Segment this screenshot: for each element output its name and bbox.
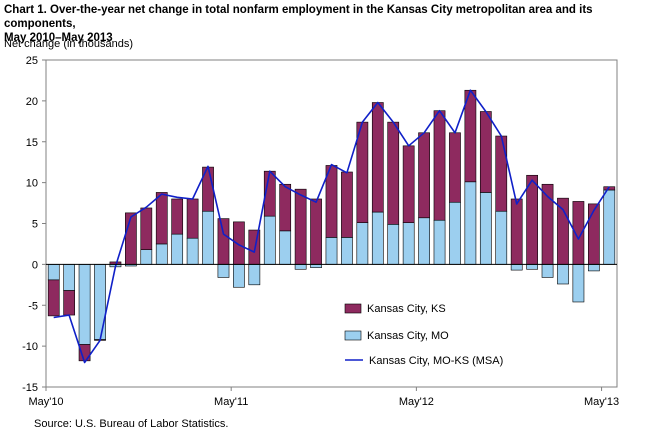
chart-title-line-1: Chart 1. Over-the-year net change in tot…: [4, 4, 593, 30]
bar-ks-23: [402, 145, 415, 223]
bar-mo-31: [526, 264, 538, 270]
bar-ks-22: [387, 121, 400, 225]
bar-ks-30: [510, 198, 523, 265]
axes-layer: 25 20 15 10 5 0 -5 -10 -15 May'10 May'11 May'12 May'…: [22, 55, 619, 408]
bar-ks-27: [464, 89, 477, 183]
y-axis-label: Net change (in thousands): [4, 38, 134, 50]
x-tick-label-12: May'11: [214, 396, 248, 408]
bar-mo-9: [186, 237, 199, 265]
bar-mo-1: [63, 264, 76, 291]
bar-ks-31: [526, 174, 538, 265]
bar-mo-24: [418, 217, 430, 265]
y-tick-label-20: 20: [26, 96, 38, 108]
bar-mo-26: [449, 201, 461, 265]
x-tick-label-0: May'10: [28, 396, 63, 408]
bar-ks-33: [557, 197, 569, 265]
bar-mo-20: [356, 222, 369, 265]
bar-mo-15: [279, 230, 292, 265]
source-note: Source: U.S. Bureau of Labor Statistics.: [34, 418, 229, 430]
y-tick-label-5: 5: [32, 219, 38, 231]
bar-mo-28: [479, 192, 492, 265]
bar-mo-27: [464, 181, 477, 265]
bar-mo-0: [47, 264, 60, 281]
bar-mo-11: [217, 264, 230, 278]
bar-ks-16: [294, 188, 307, 265]
chart-title: Chart 1. Over-the-year net change in tot…: [4, 3, 644, 45]
bar-mo-13: [248, 264, 261, 286]
legend-swatch-mo: [344, 330, 362, 341]
bar-mo-35: [587, 264, 600, 272]
bar-ks-29: [495, 135, 508, 212]
bar-ks-11: [217, 218, 230, 265]
bar-mo-32: [541, 264, 554, 278]
bar-ks-35: [587, 203, 600, 265]
legend: Kansas City, KS Kansas City, MO Kansas Cit…: [344, 303, 503, 367]
bar-ks-15: [279, 183, 292, 232]
legend-label-ks: Kansas City, KS: [367, 303, 446, 315]
bar-mo-34: [572, 264, 585, 303]
x-tick-label-24: May'12: [399, 396, 434, 408]
bar-mo-7: [155, 243, 168, 265]
bar-ks-5: [125, 212, 137, 265]
y-tick-label--5: -5: [28, 300, 38, 312]
bar-mo-6: [140, 249, 153, 265]
bar-ks-26: [449, 132, 461, 203]
bar-ks-24: [418, 132, 430, 219]
y-tick-label-0: 0: [32, 259, 38, 271]
bar-mo-18: [325, 237, 338, 265]
bar-ks-28: [479, 111, 492, 193]
bar-mo-22: [387, 224, 400, 265]
chart-title-line-2: May 2010–May 2013: [4, 32, 113, 44]
bar-ks-0: [47, 279, 60, 317]
bar-ks-9: [186, 198, 199, 239]
bar-mo-14: [263, 215, 276, 265]
bar-ks-18: [325, 165, 338, 238]
bar-mo-8: [171, 233, 184, 265]
bar-ks-17: [310, 198, 322, 265]
x-tick-label-36: May'13: [584, 396, 619, 408]
bar-ks-12: [233, 221, 245, 265]
y-tick-label--15: -15: [22, 382, 38, 394]
bar-mo-12: [233, 264, 245, 288]
bar-mo-23: [402, 222, 415, 265]
bar-ks-19: [341, 171, 353, 238]
bar-mo-25: [433, 219, 446, 265]
bar-ks-8: [171, 198, 184, 235]
bar-mo-30: [510, 264, 523, 271]
bar-mo-19: [341, 237, 353, 265]
legend-swatch-ks: [344, 303, 362, 314]
bar-ks-1: [63, 290, 76, 316]
bar-mo-16: [294, 264, 307, 270]
bar-mo-33: [557, 264, 569, 285]
bar-mo-29: [495, 210, 508, 265]
msa-line: [53, 89, 610, 364]
msa-line-layer: [53, 89, 610, 364]
bar-ks-6: [140, 207, 153, 250]
bar-ks-21: [371, 102, 384, 213]
legend-label-mo: Kansas City, MO: [367, 330, 449, 342]
y-tick-label-15: 15: [26, 137, 38, 149]
y-tick-label--10: -10: [22, 341, 38, 353]
bars-layer: [47, 89, 616, 362]
bar-mo-3: [94, 264, 106, 340]
bar-mo-21: [371, 211, 384, 265]
bar-ks-7: [155, 192, 168, 245]
bar-mo-10: [202, 210, 214, 265]
legend-label-msa: Kansas City, MO-KS (MSA): [369, 355, 503, 367]
y-tick-label-10: 10: [26, 178, 38, 190]
bar-mo-2: [78, 264, 91, 345]
bar-mo-36: [603, 189, 616, 265]
y-tick-label-25: 25: [26, 55, 38, 67]
bar-ks-25: [433, 110, 446, 221]
